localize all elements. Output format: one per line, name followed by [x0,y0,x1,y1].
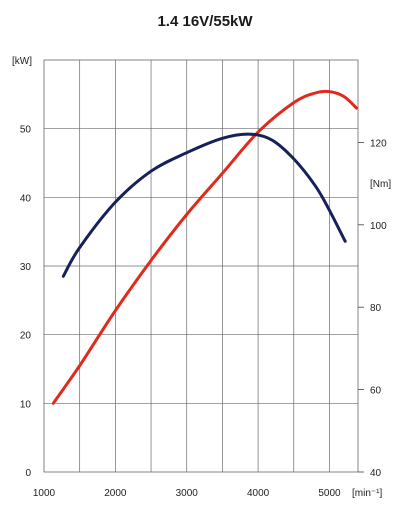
grid [43,59,359,473]
left-axis-tick-label: 10 [20,399,32,410]
series-lines [51,89,359,405]
x-axis-unit: [min⁻¹] [352,488,383,499]
right-axis-tick-label: 80 [370,303,382,314]
x-axis-tick-label: 3000 [176,488,199,499]
right-axis-tick-label: 40 [370,468,382,479]
right-axis-tick-label: 100 [370,221,387,232]
left-axis-tick-label: 0 [25,468,31,479]
left-axis-tick-label: 30 [20,262,32,273]
right-axis-tick-label: 60 [370,386,382,397]
right-axis-unit: [Nm] [370,179,391,190]
x-axis-tick-label: 1000 [33,488,56,499]
axes: 0 10 20 30 40 50 40 60 80 100 120 1000 2000 3000 4000 5… [20,125,387,499]
left-axis-tick-label: 20 [20,331,32,342]
left-axis-unit: [kW] [12,56,32,67]
chart-title: 1.4 16V/55kW [157,13,253,30]
left-axis-tick-label: 50 [20,125,32,136]
x-axis-tick-label: 5000 [318,488,341,499]
torque-curve [61,132,347,278]
x-axis-tick-label: 4000 [247,488,270,499]
right-axis-tick-label: 120 [370,138,387,149]
left-axis-tick-label: 40 [20,193,32,204]
x-axis-tick-label: 2000 [104,488,127,499]
power-curve [51,89,359,405]
